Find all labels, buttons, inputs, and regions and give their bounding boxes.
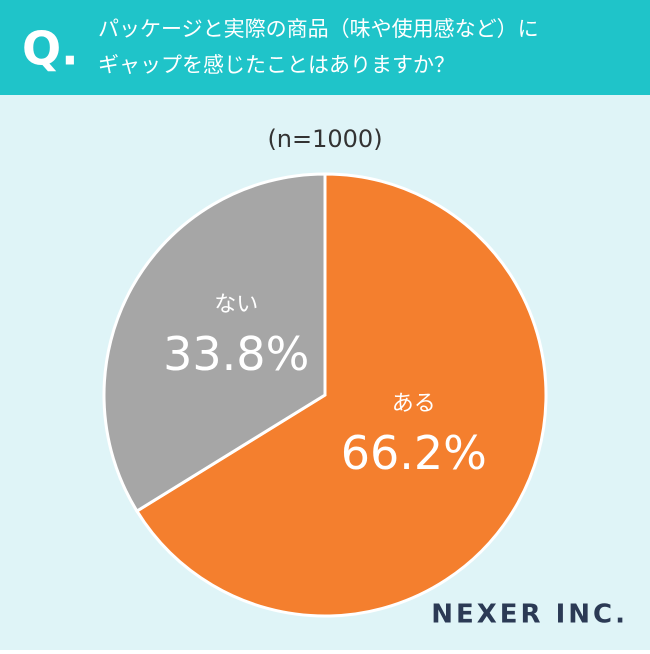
question-line: ギャップを感じたことはありますか？ [98, 53, 455, 77]
pie-slice [134, 172, 548, 618]
pie-slice [102, 172, 327, 514]
value-label: 33.8% [163, 327, 309, 381]
header-band [0, 0, 650, 95]
value-label: 66.2% [341, 426, 487, 480]
question-line: パッケージと実際の商品（味や使用感など）に [98, 17, 539, 41]
q-mark: Q. [22, 22, 79, 76]
slice-label: ある [392, 392, 436, 417]
slice-label: ない [214, 292, 258, 317]
logo: NEXER INC. [431, 600, 628, 630]
sample-size: (n=1000) [267, 125, 382, 153]
